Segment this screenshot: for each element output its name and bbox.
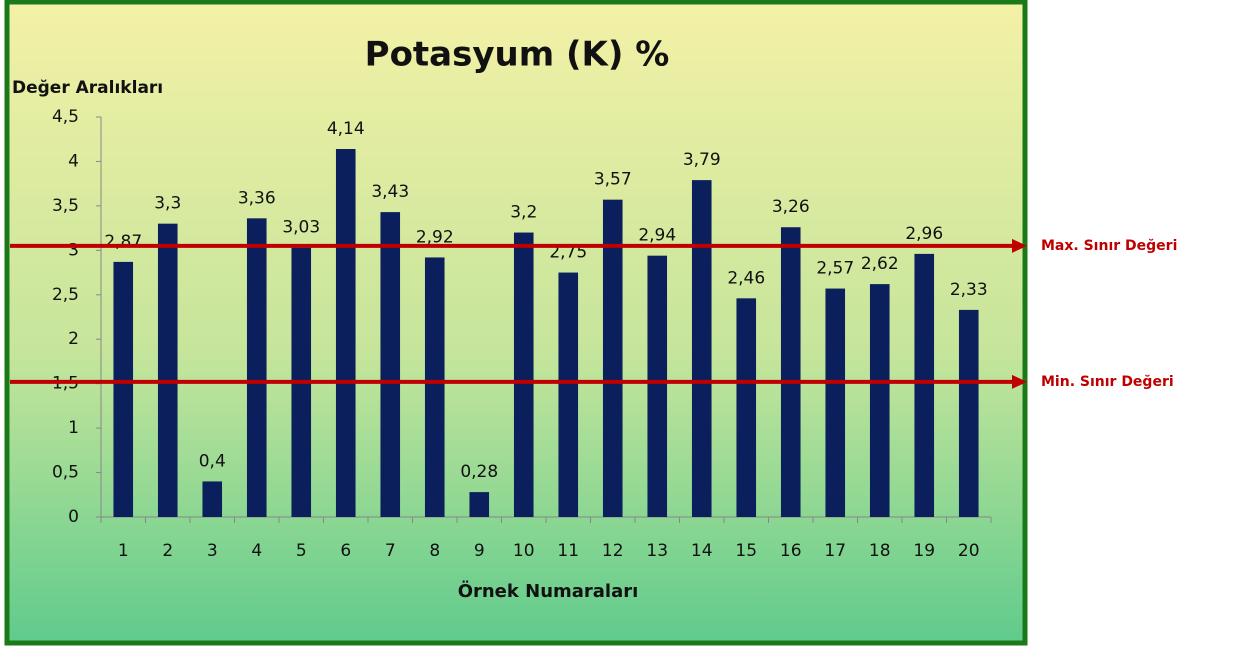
data-label: 2,87 <box>104 232 142 252</box>
data-label: 0,28 <box>460 462 498 482</box>
y-tick-label: 0,5 <box>52 463 79 483</box>
data-label: 0,4 <box>199 451 226 471</box>
bar <box>202 481 223 517</box>
y-tick-label: 4,5 <box>52 107 79 127</box>
bar <box>469 492 490 517</box>
bar <box>602 199 623 517</box>
x-tick-label: 9 <box>474 541 485 561</box>
x-tick-label: 3 <box>207 541 218 561</box>
y-tick-label: 2,5 <box>52 285 79 305</box>
bar <box>157 223 178 517</box>
x-tick-label: 14 <box>691 541 713 561</box>
y-tick-label: 1 <box>68 418 79 438</box>
x-tick-label: 18 <box>869 541 891 561</box>
data-label: 3,03 <box>282 218 320 238</box>
bar <box>736 298 757 517</box>
data-label: 3,3 <box>154 194 181 214</box>
reference-label: Max. Sınır Değeri <box>1041 238 1177 254</box>
reference-arrow <box>1012 374 1027 389</box>
bar <box>335 149 356 517</box>
data-label: 2,57 <box>816 259 854 279</box>
data-label: 3,26 <box>772 197 810 217</box>
data-label: 2,96 <box>905 224 943 244</box>
bar <box>558 272 579 517</box>
x-tick-label: 20 <box>958 541 980 561</box>
x-tick-label: 11 <box>557 541 579 561</box>
x-tick-label: 10 <box>513 541 535 561</box>
x-tick-label: 6 <box>340 541 351 561</box>
y-axis-label: Değer Aralıkları <box>12 78 163 98</box>
bar <box>958 309 979 517</box>
x-tick-label: 5 <box>296 541 307 561</box>
bar <box>380 212 401 517</box>
x-tick-label: 2 <box>162 541 173 561</box>
x-tick-label: 19 <box>913 541 935 561</box>
y-tick-label: 3 <box>68 240 79 260</box>
chart-title: Potasyum (K) % <box>365 35 670 75</box>
x-tick-label: 4 <box>251 541 262 561</box>
bar <box>424 257 445 517</box>
data-label: 2,94 <box>638 226 676 246</box>
x-tick-label: 17 <box>824 541 846 561</box>
data-label: 2,62 <box>861 254 899 274</box>
x-tick-label: 15 <box>735 541 757 561</box>
data-label: 3,79 <box>683 150 721 170</box>
y-tick-label: 0 <box>68 507 79 527</box>
data-label: 3,36 <box>238 188 276 208</box>
data-label: 2,33 <box>950 280 988 300</box>
x-tick-label: 13 <box>646 541 668 561</box>
y-tick-label: 3,5 <box>52 196 79 216</box>
bar <box>780 227 801 517</box>
y-tick-label: 2 <box>68 329 79 349</box>
bar <box>113 261 134 517</box>
y-tick-label: 4 <box>68 151 79 171</box>
bar <box>246 218 267 518</box>
x-axis-label: Örnek Numaraları <box>458 580 639 602</box>
data-label: 3,43 <box>371 182 409 202</box>
data-label: 2,92 <box>416 227 454 247</box>
x-tick-label: 7 <box>385 541 396 561</box>
x-tick-label: 8 <box>429 541 440 561</box>
bar <box>914 253 935 517</box>
data-label: 3,2 <box>510 203 537 223</box>
x-tick-label: 12 <box>602 541 624 561</box>
bar <box>869 284 890 517</box>
reference-label: Min. Sınır Değeri <box>1041 374 1174 390</box>
data-label: 4,14 <box>327 119 365 139</box>
bar <box>647 255 668 517</box>
reference-arrow <box>1012 238 1027 253</box>
x-tick-label: 1 <box>118 541 129 561</box>
x-tick-label: 16 <box>780 541 802 561</box>
bar <box>513 232 534 518</box>
data-label: 3,57 <box>594 170 632 190</box>
bar <box>691 180 712 517</box>
data-label: 2,46 <box>727 268 765 288</box>
bar <box>825 288 846 517</box>
